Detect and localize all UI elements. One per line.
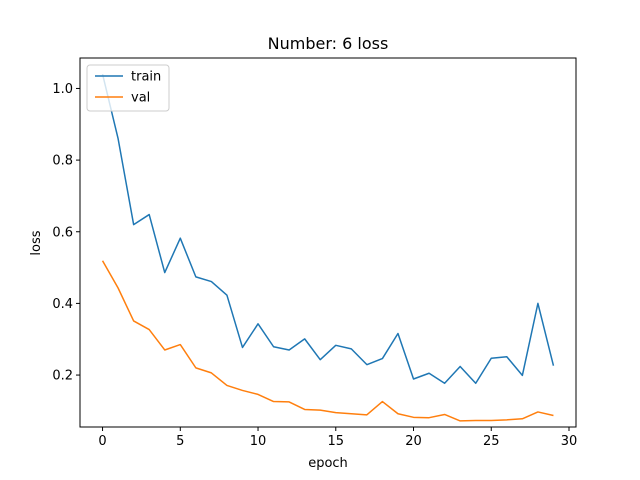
x-tick-label: 25	[483, 434, 500, 449]
y-axis-label: loss	[29, 230, 44, 255]
x-tick-label: 20	[405, 434, 422, 449]
series-lines	[101, 73, 555, 422]
legend: train val	[86, 64, 170, 112]
x-tick-label: 0	[98, 434, 106, 449]
legend-label-train: train	[131, 70, 161, 85]
plot-area	[80, 58, 576, 427]
series-line-val	[101, 260, 554, 422]
y-tick-label: 0.6	[52, 225, 73, 240]
legend-label-val: val	[131, 91, 150, 106]
x-tick-label: 5	[176, 434, 184, 449]
x-tick-label: 30	[561, 434, 578, 449]
series-line-train	[101, 73, 555, 385]
chart-title: Number: 6 loss	[268, 34, 389, 53]
y-tick-label: 0.2	[52, 369, 73, 384]
y-tick-label: 0.4	[52, 297, 73, 312]
y-tick-label: 0.8	[52, 154, 73, 169]
x-tick-label: 15	[328, 434, 345, 449]
x-axis-ticks: 0 5 10 15 20 25 30	[98, 427, 577, 449]
plot-border	[79, 57, 577, 428]
y-tick-label: 1.0	[52, 82, 73, 97]
y-axis-ticks: 0.2 0.4 0.6 0.8 1.0	[52, 82, 80, 384]
x-axis-label: epoch	[308, 456, 348, 471]
x-tick-label: 10	[250, 434, 267, 449]
